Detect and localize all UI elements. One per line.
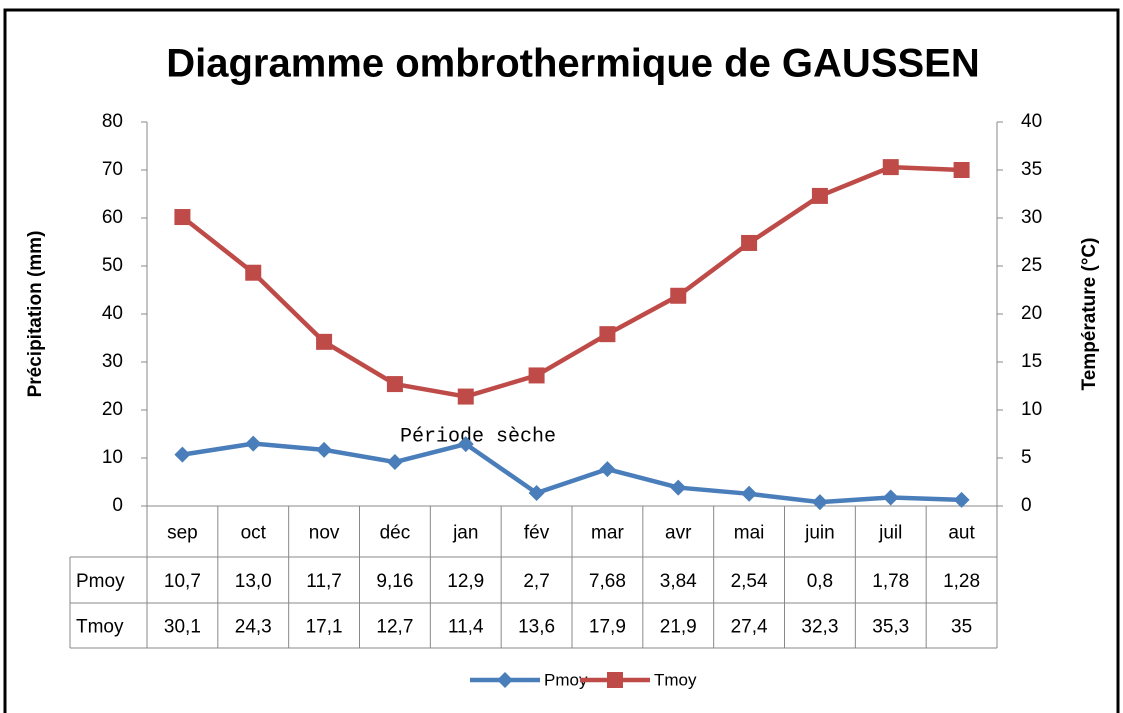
y-tick-label: 20: [102, 399, 123, 420]
point: [316, 333, 333, 350]
y-tick-label: 80: [102, 111, 123, 132]
x-tick-label: oct: [241, 523, 267, 544]
y-tick-label: 50: [102, 255, 123, 276]
y2-tick-label: 0: [1021, 495, 1032, 516]
x-tick-label: juin: [804, 523, 835, 544]
x-tick-label: fév: [524, 523, 550, 544]
table-cell: 1,28: [943, 571, 980, 592]
legend-marker: [607, 672, 623, 688]
point: [528, 367, 545, 384]
table-row-label: Tmoy: [76, 617, 124, 638]
table-row-label: Pmoy: [76, 571, 125, 592]
table-cell: 11,7: [306, 571, 342, 592]
table-cell: 10,7: [164, 571, 201, 592]
table-cell: 0,8: [807, 571, 833, 592]
point: [811, 494, 828, 511]
chart-title: Diagramme ombrothermique de GAUSSEN: [166, 42, 980, 86]
x-tick-label: nov: [309, 523, 340, 544]
table-cell: 12,7: [376, 617, 413, 638]
x-tick-label: mai: [734, 523, 765, 544]
point: [953, 162, 970, 178]
x-tick-label: avr: [665, 523, 692, 544]
y2-tick-label: 30: [1021, 207, 1042, 228]
table-cell: 1,78: [872, 571, 909, 592]
y2-tick-label: 15: [1021, 351, 1042, 372]
point: [599, 326, 616, 343]
table-cell: 13,6: [518, 617, 555, 638]
y2-tick-label: 25: [1021, 255, 1042, 276]
x-tick-label: jan: [452, 523, 478, 544]
y-tick-label: 30: [102, 351, 123, 372]
y-tick-label: 60: [102, 207, 123, 228]
table-cell: 17,9: [589, 617, 626, 638]
x-tick-label: juil: [878, 523, 902, 544]
point: [670, 287, 687, 304]
point: [316, 441, 333, 458]
point: [741, 485, 758, 502]
point: [882, 489, 899, 506]
y2-tick-label: 10: [1021, 399, 1042, 420]
table-cell: 32,3: [801, 617, 838, 638]
y2-tick-label: 5: [1021, 447, 1032, 468]
frame: [3, 8, 1120, 713]
point: [174, 446, 191, 463]
series-line: [182, 441, 962, 505]
x-tick-label: sep: [167, 523, 198, 544]
y-axis-label: Précipitation (mm): [25, 231, 46, 398]
table-cell: 2,7: [523, 571, 549, 592]
point: [245, 264, 262, 281]
table-cell: 35: [951, 617, 972, 638]
point: [953, 491, 970, 508]
y2-axis-label: Température (°C): [1079, 238, 1100, 391]
point: [528, 485, 545, 502]
point: [386, 454, 403, 471]
point: [599, 461, 616, 478]
point: [882, 159, 899, 176]
legend-label: Pmoy: [544, 670, 588, 689]
x-tick-label: déc: [380, 523, 411, 544]
legend-label: Tmoy: [654, 670, 697, 689]
series-line: [181, 164, 962, 399]
table-cell: 7,68: [589, 571, 626, 592]
table-cell: 17,1: [306, 617, 343, 638]
point: [174, 209, 191, 226]
y-tick-label: 10: [102, 447, 123, 468]
y2-tick-label: 35: [1021, 159, 1042, 180]
point: [386, 376, 403, 393]
point: [811, 187, 828, 204]
y-tick-label: 70: [102, 159, 123, 180]
x-tick-label: mar: [591, 523, 624, 544]
point: [457, 436, 474, 453]
point: [457, 388, 474, 405]
table-cell: 3,84: [660, 571, 697, 592]
point: [741, 234, 758, 251]
table-cell: 12,9: [447, 571, 484, 592]
table-cell: 11,4: [448, 617, 484, 638]
y-tick-label: 0: [112, 495, 123, 516]
table-cell: 9,16: [376, 571, 413, 592]
point: [670, 479, 687, 496]
table-cell: 35,3: [872, 617, 909, 638]
table-cell: 13,0: [235, 571, 272, 592]
point: [245, 435, 262, 452]
y2-tick-label: 20: [1021, 303, 1042, 324]
y2-tick-label: 40: [1021, 111, 1042, 132]
annotation: Période sèche: [400, 425, 556, 448]
table-cell: 2,54: [731, 571, 768, 592]
y-tick-label: 40: [102, 303, 123, 324]
legend-marker: [497, 672, 513, 688]
table-cell: 27,4: [731, 617, 768, 638]
table-cell: 24,3: [235, 617, 272, 638]
x-tick-label: aut: [948, 523, 975, 544]
table-cell: 21,9: [660, 617, 697, 638]
table-cell: 30,1: [164, 617, 201, 638]
